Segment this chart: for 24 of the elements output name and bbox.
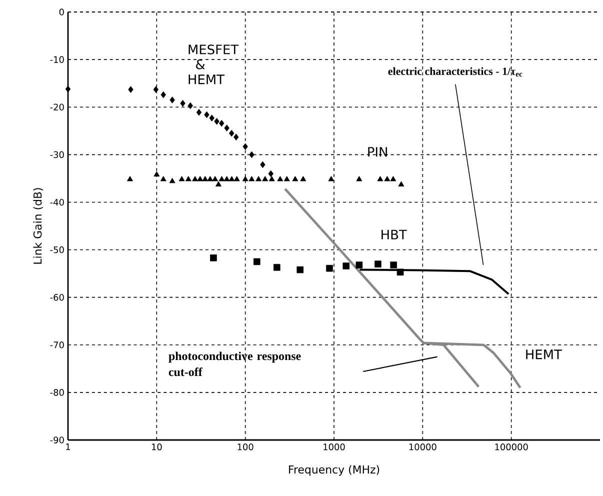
y-tick-label: -30 [50, 151, 64, 158]
y-tick-label: 0 [59, 8, 64, 16]
annotation: HBT [382, 230, 407, 240]
y-tick-label: -70 [50, 342, 64, 348]
y-axis-title: Link Gain (dB) [33, 188, 43, 264]
y-tick-label: -90 [50, 436, 64, 444]
y-tick-label: -40 [50, 198, 64, 206]
annotation: photoconductive response cut-off [168, 352, 301, 376]
annotation: electric characteristics - 1/τ$_{ec}$ [388, 67, 522, 77]
y-tick-label: -60 [50, 294, 64, 301]
y-tick-label: -80 [50, 389, 64, 396]
x-tick-label: 1000 [324, 444, 345, 450]
x-tick-label: 100 [238, 444, 254, 450]
annotation: HEMT [526, 350, 562, 360]
y-tick-label: -50 [50, 246, 64, 254]
x-tick-label: 10000 [409, 444, 436, 450]
annotation: PIN [368, 147, 387, 157]
y-tick-label: -10 [50, 56, 64, 63]
annotation: MESFET & HEMT [188, 44, 239, 84]
x-axis-title: Frequency (MHz) [289, 465, 380, 476]
y-tick-label: -20 [50, 104, 64, 111]
x-tick-label: 10 [152, 444, 162, 450]
x-tick-label: 1 [66, 444, 70, 450]
x-tick-label: 100000 [495, 444, 528, 450]
